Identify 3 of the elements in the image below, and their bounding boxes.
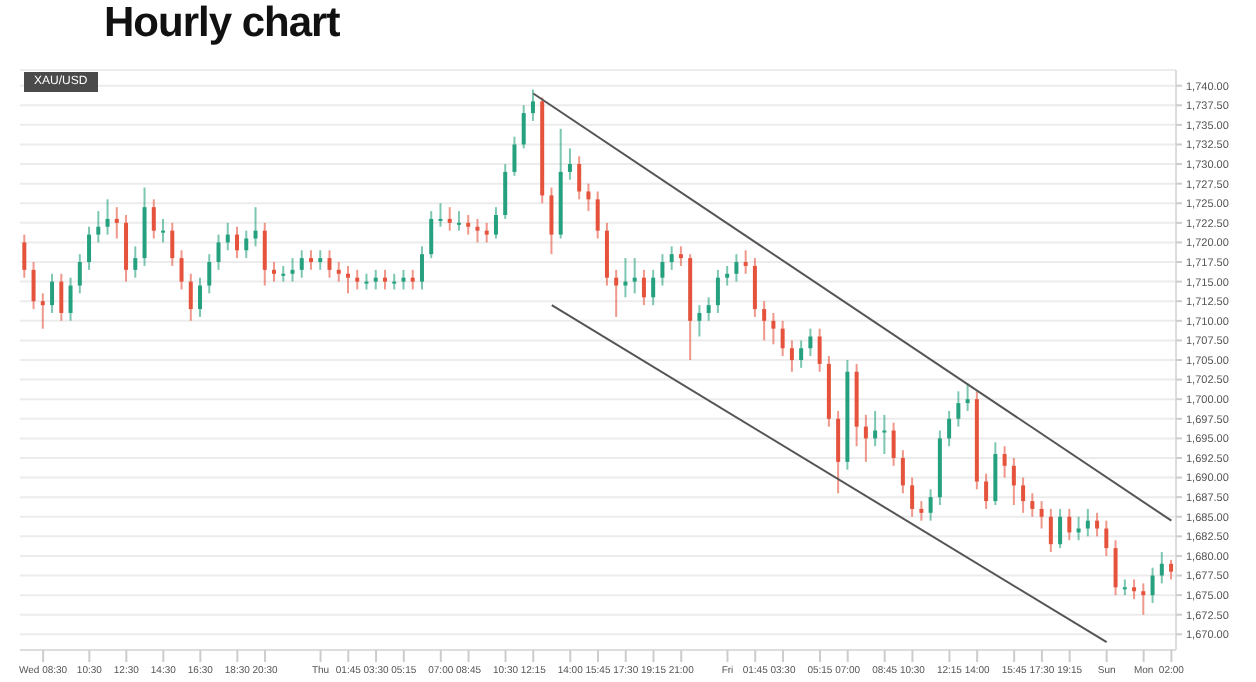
candlestick	[281, 264, 286, 283]
candlestick	[1122, 578, 1127, 597]
chart-title: Hourly chart	[104, 0, 340, 48]
